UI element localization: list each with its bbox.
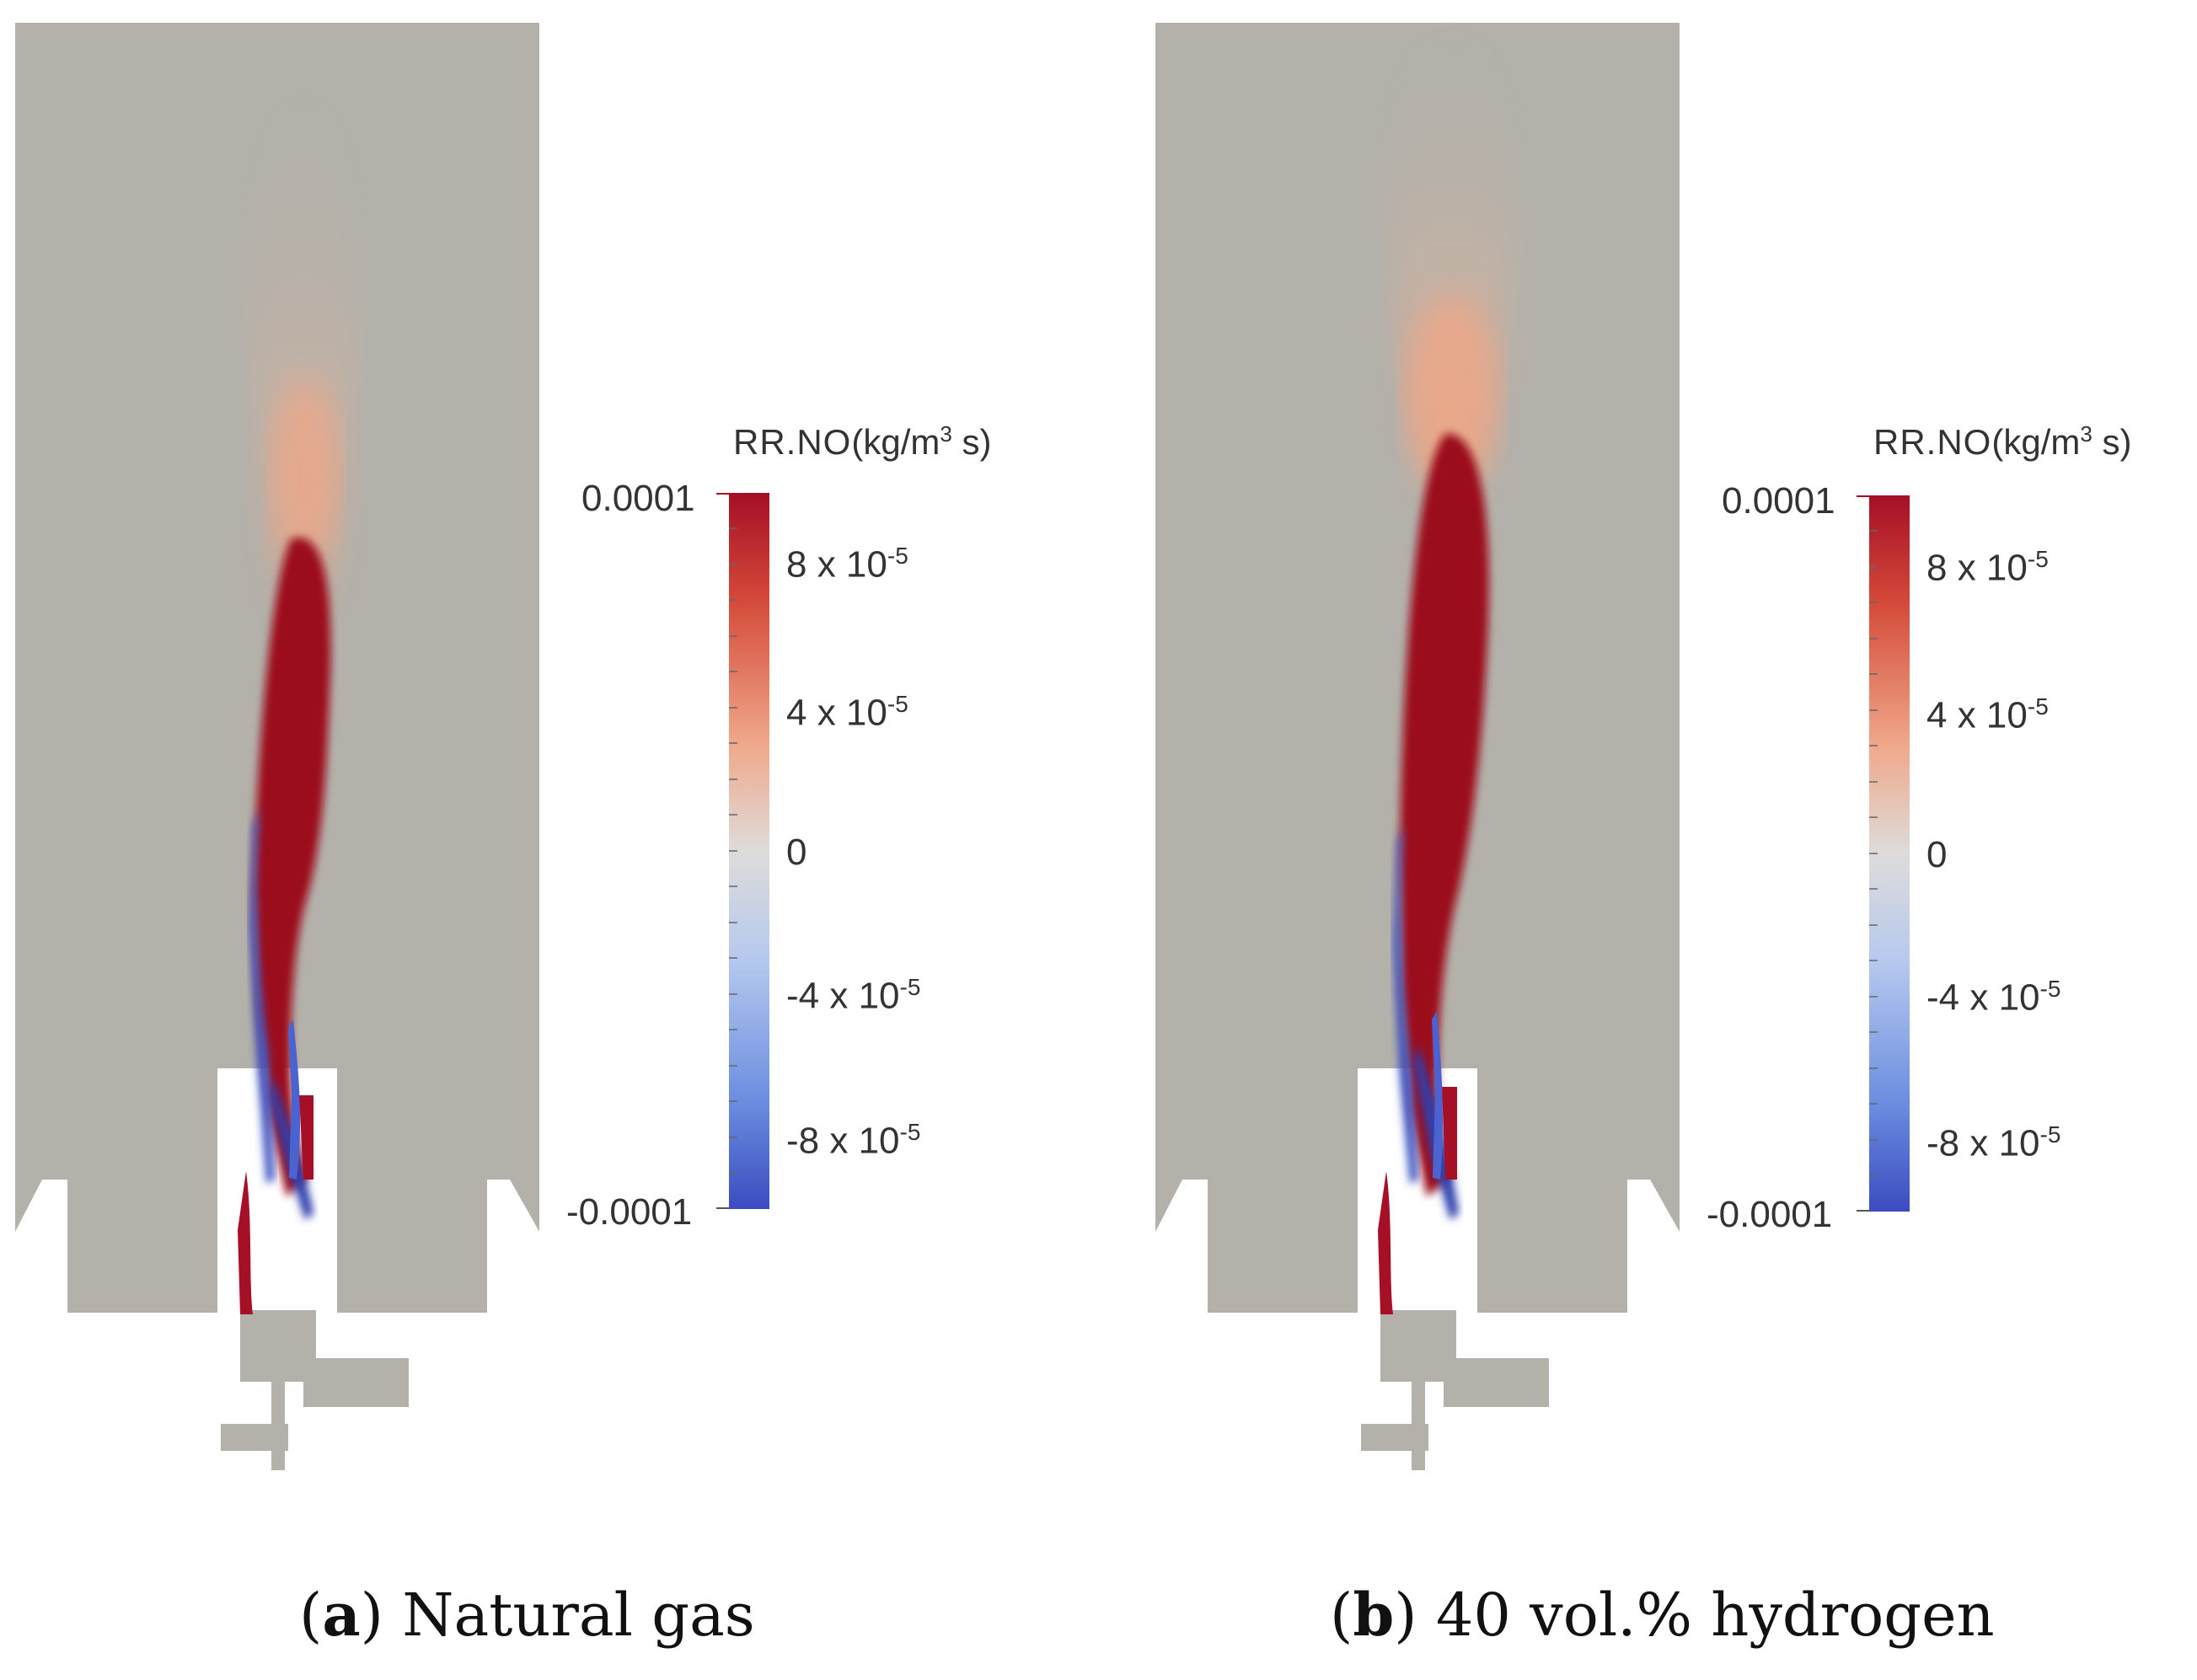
colorbar-title: RR.NO(kg/m3 s) — [1873, 421, 2132, 462]
tick-label-neg4e-5: -4 x 10-5 — [1926, 976, 2061, 1019]
tick-label-neg8e-5: -8 x 10-5 — [1926, 1121, 2061, 1164]
tick-label-neg4e-5: -4 x 10-5 — [786, 974, 921, 1017]
colorbar — [716, 493, 769, 1209]
tick-label-max: 0.0001 — [581, 478, 695, 519]
caption-b: (b) 40 vol.% hydrogen — [1330, 1580, 1995, 1650]
colorbar — [1857, 495, 1910, 1212]
tick-label-8e-5: 8 x 10-5 — [1926, 546, 2049, 589]
contour-plot-b — [1155, 23, 1680, 1470]
tick-label-min: -0.0001 — [566, 1191, 693, 1233]
tick-label-max: 0.0001 — [1722, 480, 1835, 522]
tick-label-min: -0.0001 — [1707, 1194, 1833, 1235]
colorbar-title: RR.NO(kg/m3 s) — [733, 421, 992, 462]
tick-label-neg8e-5: -8 x 10-5 — [786, 1119, 921, 1162]
panel-hydrogen: RR.NO(kg/m3 s) 0.0001 8 x 10-5 4 x 10-5 … — [1140, 0, 2197, 1680]
tick-label-zero: 0 — [1926, 834, 1948, 875]
panel-natural-gas: RR.NO(kg/m3 s) 0.0001 8 x 10-5 4 x 10-5 … — [0, 0, 1096, 1680]
caption-a: (a) Natural gas — [299, 1580, 755, 1650]
tick-label-4e-5: 4 x 10-5 — [1926, 693, 2049, 736]
tick-label-4e-5: 4 x 10-5 — [786, 691, 908, 734]
tick-label-zero: 0 — [786, 832, 807, 873]
tick-label-8e-5: 8 x 10-5 — [786, 543, 908, 586]
contour-plot-a — [15, 23, 539, 1470]
